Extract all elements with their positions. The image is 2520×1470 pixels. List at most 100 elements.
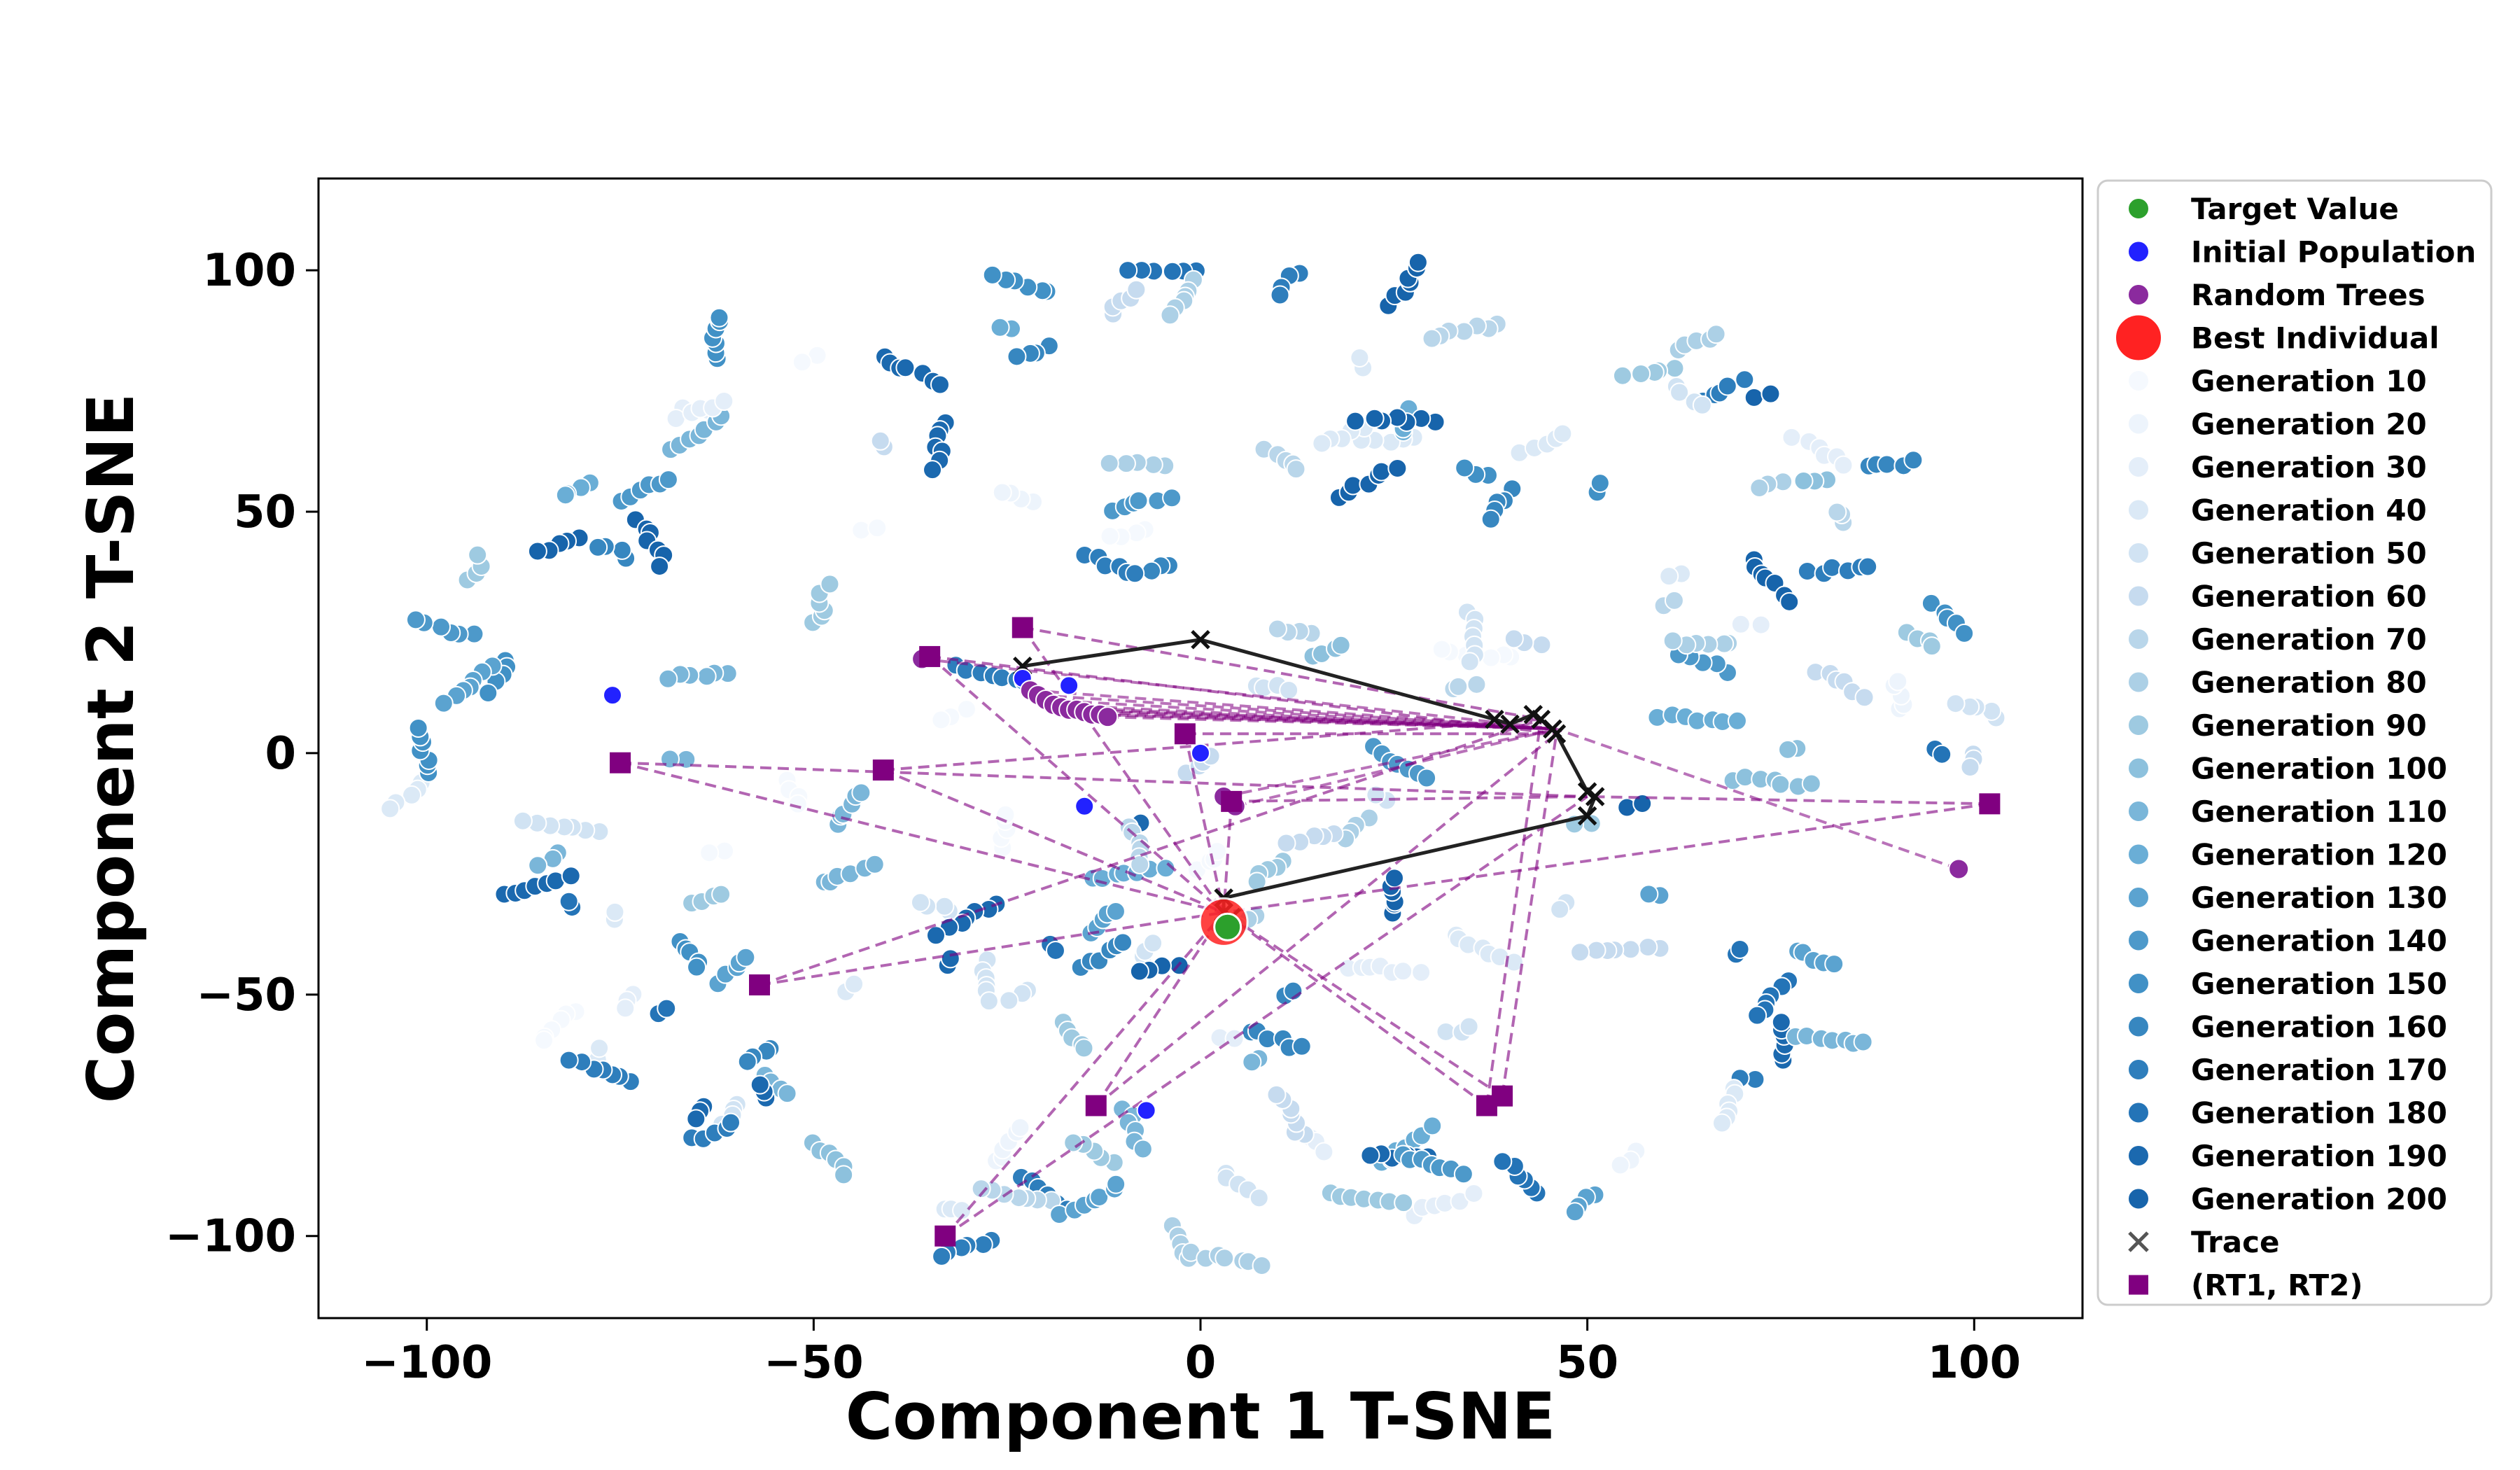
legend-label: Generation 60 <box>2191 580 2427 614</box>
rt-connection-line <box>1223 727 1557 798</box>
generation-point <box>982 265 1002 285</box>
generation-point <box>1143 933 1163 953</box>
rt-pair-marker <box>872 760 894 781</box>
generation-point <box>686 1109 706 1129</box>
generation-point <box>1007 346 1027 367</box>
generation-point <box>1858 556 1878 577</box>
generation-point <box>1113 932 1133 953</box>
generation-point <box>1331 635 1351 655</box>
generation-point <box>1620 939 1641 960</box>
generation-point <box>1099 453 1119 473</box>
generation-point <box>992 482 1012 503</box>
initial-population-point <box>1059 676 1079 696</box>
generation-point <box>605 902 625 922</box>
generation-point <box>1888 671 1908 692</box>
generation-point <box>1252 1256 1272 1276</box>
generation-point <box>777 1084 797 1104</box>
x-tick-label: 50 <box>1556 1337 1618 1389</box>
generation-point <box>925 925 946 946</box>
generation-point <box>1662 631 1683 651</box>
legend-marker <box>2127 542 2150 564</box>
rt-connection-line <box>1053 703 1557 731</box>
generation-point <box>1751 615 1771 635</box>
rt-pair-marker <box>919 645 941 667</box>
generation-point <box>709 307 729 328</box>
rt-connection-line <box>1095 732 1558 1107</box>
legend-frame <box>2096 179 2493 1306</box>
generation-point <box>940 948 960 969</box>
generation-point <box>1292 1036 1312 1056</box>
generation-point <box>999 990 1019 1011</box>
generation-point <box>657 998 677 1018</box>
legend-label: Generation 160 <box>2191 1010 2447 1044</box>
generation-point <box>1921 593 1941 613</box>
rt-connection-lines <box>620 626 1990 1238</box>
generation-point <box>1312 433 1332 454</box>
random-tree-point <box>1948 858 1970 880</box>
generation-point <box>1394 1193 1414 1213</box>
rt-pair-marker <box>1492 1085 1513 1107</box>
legend-marker <box>2127 714 2150 736</box>
y-tick-label: −50 <box>196 969 296 1021</box>
generation-point <box>588 537 608 557</box>
generation-point <box>1954 623 1975 643</box>
generation-point <box>1270 285 1290 305</box>
generation-points <box>380 252 2006 1276</box>
legend-label: Generation 20 <box>2191 407 2427 442</box>
generation-point <box>1276 833 1296 853</box>
generation-point <box>1932 744 1952 764</box>
generation-point <box>1712 1113 1732 1133</box>
legend-marker <box>2128 1231 2149 1252</box>
generation-point <box>534 1030 554 1051</box>
rt-connection-line <box>944 911 1225 1238</box>
generation-point <box>1853 1032 1873 1052</box>
generation-point <box>956 699 976 720</box>
rt-connection-line <box>1587 794 1990 806</box>
generation-point <box>1448 676 1469 696</box>
generation-point <box>650 556 670 577</box>
generation-point <box>380 799 400 819</box>
generation-point <box>1659 566 1679 587</box>
legend-label: Random Trees <box>2191 278 2426 312</box>
legend-marker <box>2127 284 2150 306</box>
generation-point <box>1286 459 1306 479</box>
generation-point <box>750 1074 770 1095</box>
generation-point <box>1116 454 1136 474</box>
generation-point <box>1833 455 1854 475</box>
generation-point <box>1453 1164 1474 1184</box>
generation-point <box>555 485 575 505</box>
generation-point <box>1822 557 1842 578</box>
generation-point <box>1793 470 1814 491</box>
generation-point <box>1384 868 1404 888</box>
legend-label: Generation 110 <box>2191 794 2447 829</box>
rt-connection-line <box>1223 911 1504 1098</box>
legend-label: Generation 180 <box>2191 1096 2447 1130</box>
trace-marker <box>1191 630 1210 650</box>
generation-point <box>1249 1188 1269 1208</box>
generation-point <box>658 668 678 689</box>
rt-pair-marker <box>1011 617 1033 638</box>
legend-marker <box>2127 197 2150 220</box>
legend-marker <box>2127 1015 2150 1038</box>
legend-label: Generation 190 <box>2191 1139 2447 1173</box>
generation-point <box>870 430 890 451</box>
generation-point <box>1903 450 1924 470</box>
generation-point <box>934 896 955 916</box>
generation-point <box>1162 488 1182 508</box>
generation-point <box>1364 408 1385 428</box>
generation-point <box>1801 774 1821 794</box>
legend-label: Generation 50 <box>2191 536 2427 570</box>
generation-point <box>1460 652 1480 672</box>
legend-label: Best Individual <box>2191 321 2440 356</box>
generation-point <box>1266 1084 1287 1105</box>
generation-point <box>1760 384 1781 404</box>
initial-population-point <box>1191 743 1210 763</box>
legend-marker <box>2127 456 2150 478</box>
generation-point <box>1314 1142 1334 1162</box>
legend-marker <box>2127 929 2150 952</box>
generation-point <box>1387 458 1408 478</box>
generation-point <box>788 794 808 814</box>
generation-point <box>1960 757 1980 778</box>
rt-connection-line <box>1231 794 1588 803</box>
rt-connection-line <box>620 761 1588 798</box>
